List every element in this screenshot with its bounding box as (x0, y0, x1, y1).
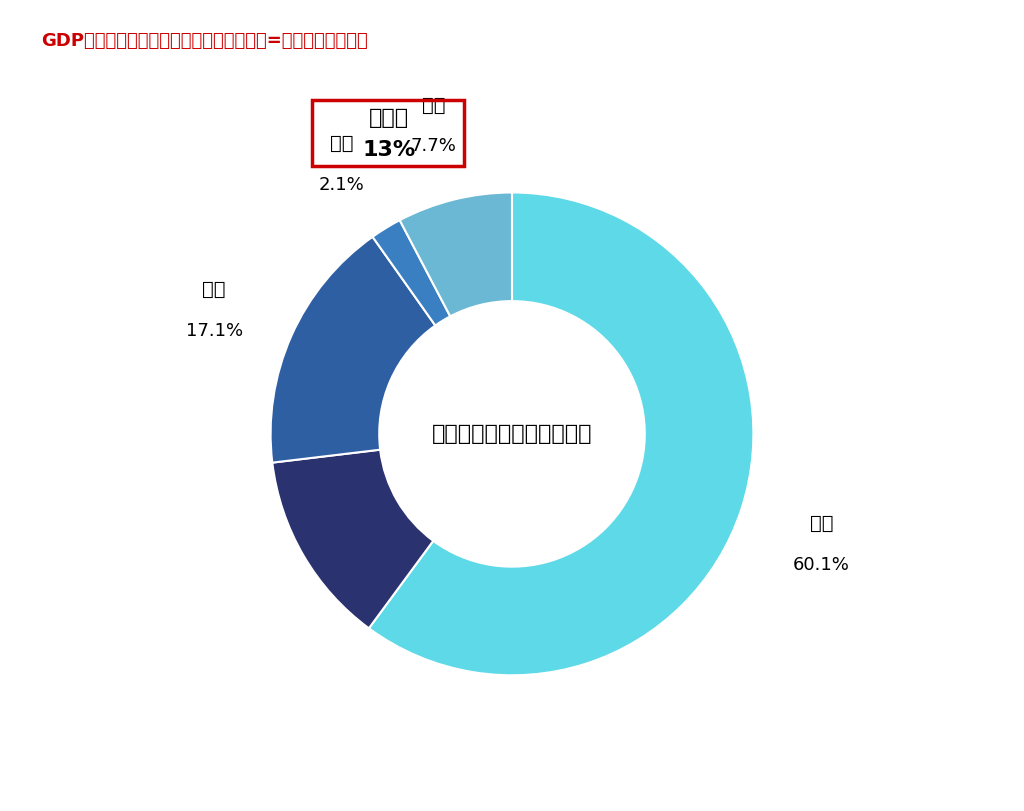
Wedge shape (272, 449, 433, 629)
Wedge shape (373, 220, 451, 325)
Text: 北米: 北米 (810, 514, 834, 533)
Text: 13%: 13% (362, 140, 416, 160)
Text: 世界の時価総額の構成比率: 世界の時価総額の構成比率 (432, 424, 592, 444)
Wedge shape (369, 192, 754, 676)
Text: 2.1%: 2.1% (318, 176, 365, 194)
Text: 欧州: 欧州 (203, 280, 226, 299)
Wedge shape (270, 237, 435, 462)
Text: 60.1%: 60.1% (794, 556, 850, 573)
Wedge shape (399, 192, 512, 316)
Text: 7.7%: 7.7% (411, 137, 457, 156)
Text: 17.1%: 17.1% (185, 322, 243, 340)
Text: GDPに占める比率に対して著しく低い比率=割安になっている: GDPに占める比率に対して著しく低い比率=割安になっている (41, 32, 368, 50)
Text: 日本: 日本 (422, 96, 445, 115)
Text: 豪州: 豪州 (330, 135, 353, 153)
Text: 新興国: 新興国 (369, 108, 410, 127)
